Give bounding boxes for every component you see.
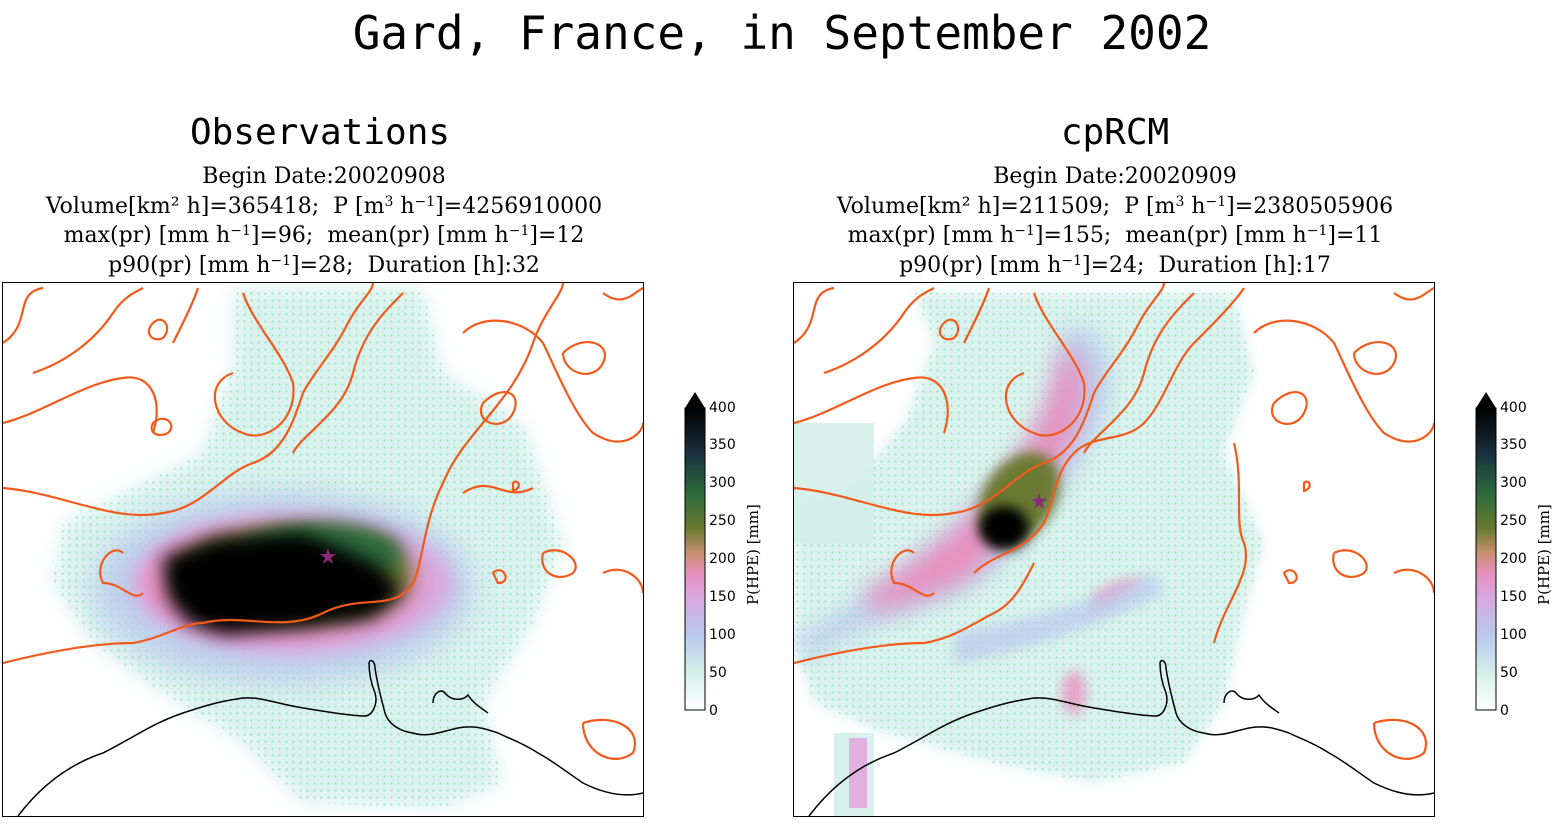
tick-0: 0 <box>709 703 718 719</box>
map-cprcm <box>793 282 1435 817</box>
tick-250: 250 <box>709 513 736 529</box>
map-observations <box>2 282 644 817</box>
star-icon <box>320 548 336 564</box>
tick-50: 50 <box>1500 665 1518 681</box>
tick-350: 350 <box>1500 437 1527 453</box>
coastline <box>808 659 1434 816</box>
tick-0: 0 <box>1500 703 1509 719</box>
tick-50: 50 <box>709 665 727 681</box>
colorbar-cprcm: 400 350 300 250 200 150 100 50 0 P(HPE) … <box>1475 390 1555 720</box>
panel-info-observations: Begin Date:20020908 Volume[km² h]=365418… <box>4 162 644 280</box>
colorbar-label: P(HPE) [mm] <box>1535 504 1553 605</box>
triangle-up-icon <box>685 392 705 408</box>
figure-title: Gard, France, in September 2002 <box>352 6 1212 60</box>
tick-100: 100 <box>1500 627 1527 643</box>
panel-title-observations: Observations <box>189 112 451 153</box>
tick-200: 200 <box>1500 551 1527 567</box>
tick-300: 300 <box>709 475 736 491</box>
max-mean-line: max(pr) [mm h−1]=155; mean(pr) [mm h−1]=… <box>847 223 1383 248</box>
tick-400: 400 <box>709 400 736 416</box>
begin-date: Begin Date:20020908 <box>202 164 446 189</box>
panel-info-cprcm: Begin Date:20020909 Volume[km² h]=211509… <box>795 162 1435 280</box>
p90-duration-line: p90(pr) [mm h−1]=28; Duration [h]:32 <box>108 252 540 278</box>
volume-line: Volume[km² h]=211509; P [m3 h−1]=2380505… <box>836 193 1394 219</box>
contours <box>3 283 643 760</box>
volume-line: Volume[km² h]=365418; P [m3 h−1]=4256910… <box>45 193 603 219</box>
tick-150: 150 <box>709 589 736 605</box>
colorbar-label: P(HPE) [mm] <box>744 504 762 605</box>
colorbar-observations: 400 350 300 250 200 150 100 50 0 P(HPE) … <box>684 390 764 720</box>
panel-title-cprcm: cpRCM <box>1060 112 1170 153</box>
coastline <box>17 659 643 816</box>
begin-date: Begin Date:20020909 <box>993 164 1237 189</box>
tick-150: 150 <box>1500 589 1527 605</box>
tick-300: 300 <box>1500 475 1527 491</box>
tick-200: 200 <box>709 551 736 567</box>
tick-100: 100 <box>709 627 736 643</box>
tick-250: 250 <box>1500 513 1527 529</box>
max-mean-line: max(pr) [mm h−1]=96; mean(pr) [mm h−1]=1… <box>63 223 585 248</box>
triangle-up-icon <box>1476 392 1496 408</box>
contours <box>794 283 1434 760</box>
star-icon <box>1031 493 1047 509</box>
tick-350: 350 <box>709 437 736 453</box>
tick-400: 400 <box>1500 400 1527 416</box>
p90-duration-line: p90(pr) [mm h−1]=24; Duration [h]:17 <box>899 252 1331 278</box>
